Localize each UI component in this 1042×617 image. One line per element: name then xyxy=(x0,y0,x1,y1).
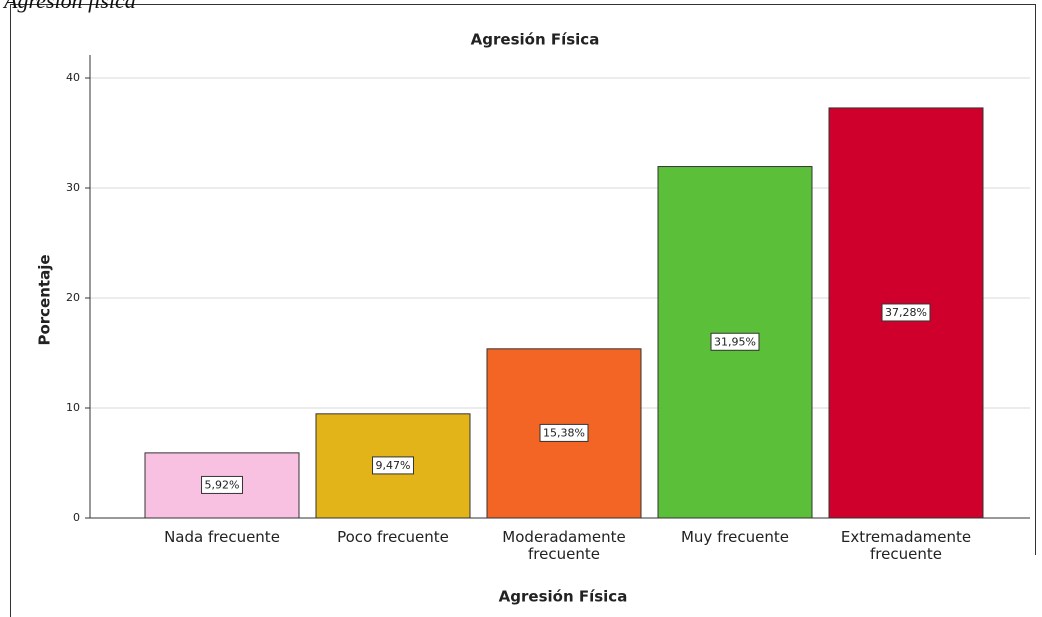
x-tick-label: Extremadamente frecuente xyxy=(840,528,972,563)
value-label: 31,95% xyxy=(714,335,756,348)
x-tick-label: Muy frecuente xyxy=(680,528,790,546)
value-label-box xyxy=(710,332,760,351)
value-label: 5,92% xyxy=(205,478,240,491)
y-tick-label: 30 xyxy=(66,181,80,194)
chart-title: Agresión Física xyxy=(471,31,600,49)
value-label: 15,38% xyxy=(543,426,585,439)
value-label: 37,28% xyxy=(885,306,927,319)
value-label: 9,47% xyxy=(376,459,411,472)
y-tick-label: 10 xyxy=(66,401,80,414)
y-axis-label: Porcentaje xyxy=(36,254,54,345)
y-tick-label: 20 xyxy=(66,291,80,304)
value-label-box xyxy=(881,303,931,322)
value-label-box xyxy=(372,456,414,475)
caption: Agresión física xyxy=(4,0,136,13)
value-label-box xyxy=(539,423,589,442)
value-label-box xyxy=(201,475,243,494)
x-tick-label: Poco frecuente xyxy=(337,528,449,546)
y-tick-label: 0 xyxy=(73,511,80,524)
frame xyxy=(10,4,1036,617)
x-axis-label: Agresión Física xyxy=(499,588,628,606)
y-tick-label: 40 xyxy=(66,71,80,84)
x-tick-label: Moderadamente frecuente xyxy=(502,528,626,563)
x-tick-label: Nada frecuente xyxy=(164,528,280,546)
